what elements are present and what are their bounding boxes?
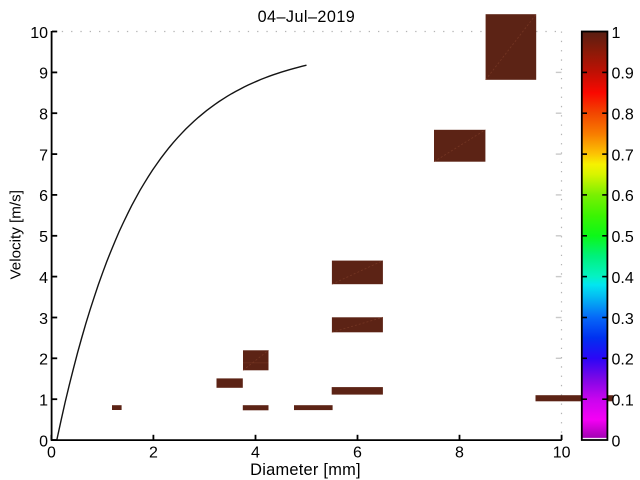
svg-text:10: 10 [553,444,571,461]
svg-text:0.3: 0.3 [612,311,634,328]
svg-text:0.5: 0.5 [612,229,634,246]
svg-text:Velocity [m/s]: Velocity [m/s] [7,190,24,279]
svg-text:2: 2 [39,352,48,369]
svg-text:1: 1 [612,25,621,42]
svg-text:0: 0 [612,433,621,450]
svg-text:8: 8 [455,444,464,461]
svg-text:0.1: 0.1 [612,393,634,410]
svg-text:2: 2 [149,444,158,461]
svg-text:4: 4 [39,270,48,287]
svg-text:10: 10 [30,25,48,42]
svg-text:0: 0 [47,444,56,461]
svg-text:0.8: 0.8 [612,107,634,124]
svg-text:6: 6 [39,188,48,205]
svg-text:0.7: 0.7 [612,147,634,164]
svg-text:Diameter [mm]: Diameter [mm] [250,461,361,479]
svg-text:0.6: 0.6 [612,188,634,205]
svg-text:0.2: 0.2 [612,352,634,369]
svg-text:0.4: 0.4 [612,270,634,287]
svg-text:8: 8 [39,107,48,124]
svg-text:7: 7 [39,147,48,164]
svg-text:5: 5 [39,229,48,246]
svg-text:04–Jul–2019: 04–Jul–2019 [258,8,356,26]
svg-text:1: 1 [39,393,48,410]
svg-text:6: 6 [353,444,362,461]
svg-text:4: 4 [251,444,260,461]
svg-text:0: 0 [39,433,48,450]
svg-text:9: 9 [39,66,48,83]
svg-text:3: 3 [39,311,48,328]
svg-text:0.9: 0.9 [612,66,634,83]
